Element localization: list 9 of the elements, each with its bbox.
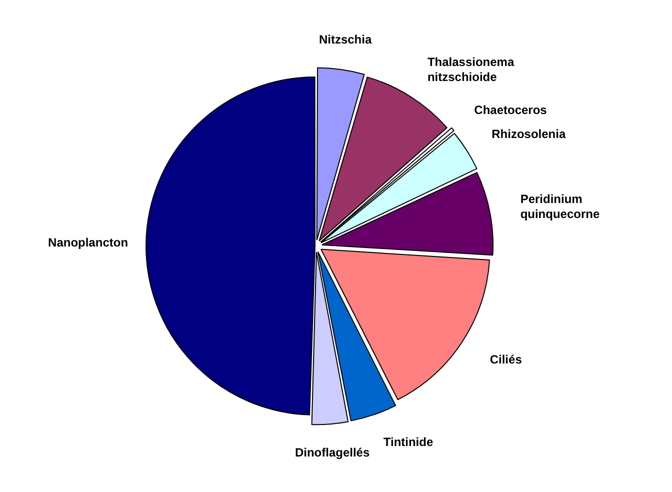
- slice-label: Nanoplancton: [48, 235, 128, 250]
- slice-label: Ciliés: [490, 352, 522, 367]
- slice-label: Nitzschia: [318, 32, 372, 46]
- slice-label: Peridinium quinquecorne: [520, 192, 600, 221]
- slice-label: Tintinide: [383, 435, 434, 450]
- slice-label: Rhizosolenia: [492, 126, 566, 141]
- slice-label: Thalassionema nitzschioide: [427, 55, 514, 84]
- slice-label: Chaetoceros: [474, 103, 548, 118]
- slice-label: Dinoflagellés: [294, 446, 370, 460]
